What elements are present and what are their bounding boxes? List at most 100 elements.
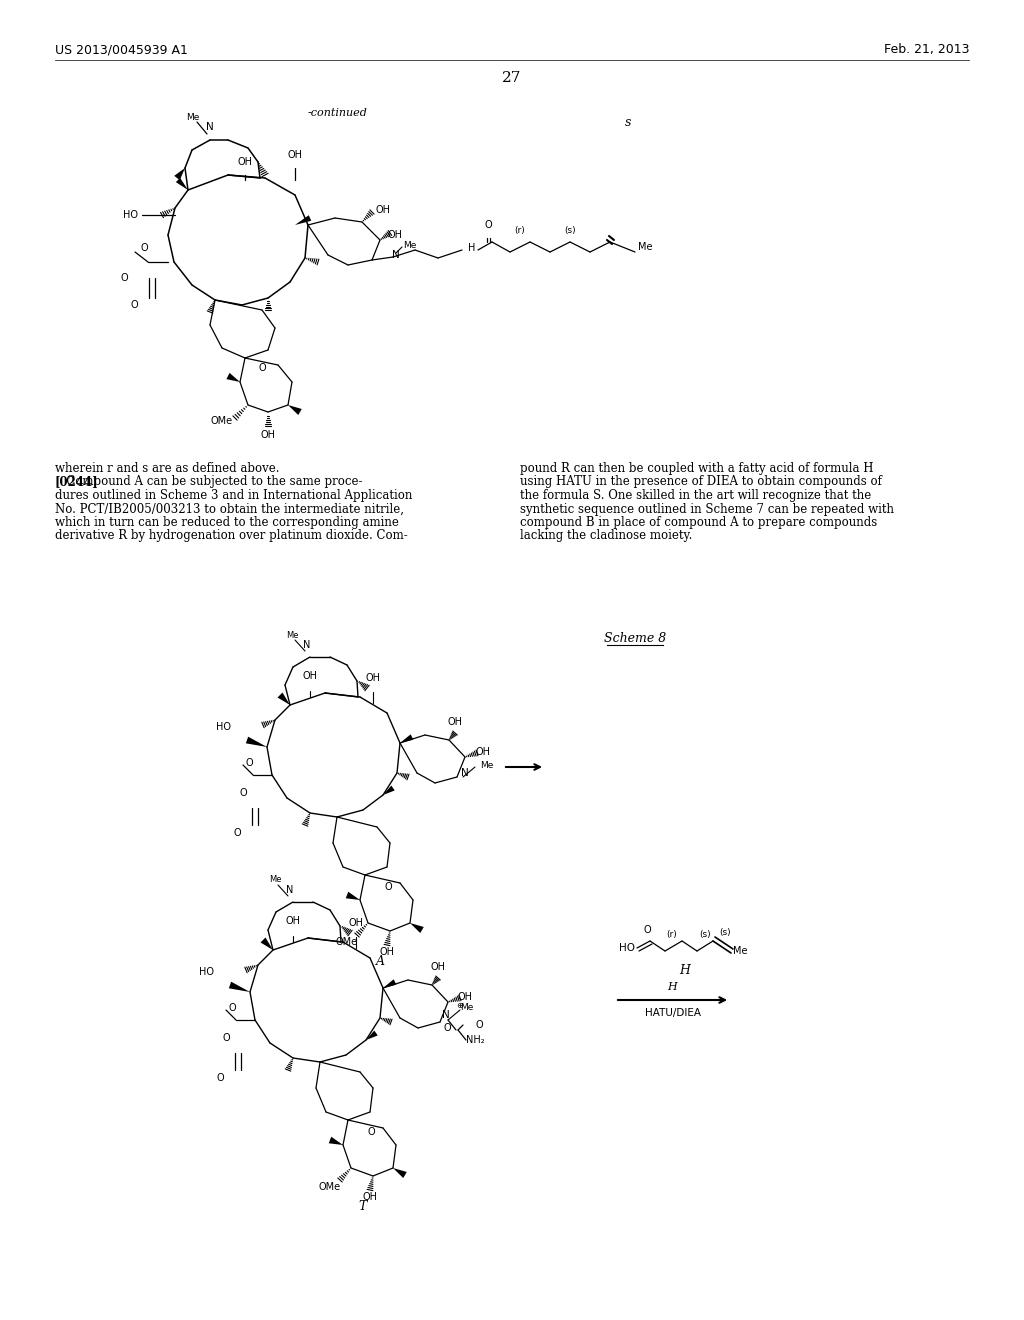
Text: using HATU in the presence of DIEA to obtain compounds of: using HATU in the presence of DIEA to ob… (520, 475, 882, 488)
Text: O: O (443, 1023, 451, 1034)
Text: Me: Me (733, 946, 748, 956)
Text: 27: 27 (503, 71, 521, 84)
Text: N: N (206, 121, 214, 132)
Text: H: H (468, 243, 475, 253)
Text: O: O (246, 758, 253, 768)
Text: A: A (376, 954, 384, 968)
Text: HO: HO (199, 968, 214, 977)
Text: OH: OH (388, 230, 403, 240)
Text: OH: OH (447, 717, 463, 727)
Polygon shape (176, 178, 188, 190)
Text: (r): (r) (515, 226, 525, 235)
Text: O: O (233, 828, 241, 838)
Text: wherein r and s are as defined above.: wherein r and s are as defined above. (55, 462, 280, 475)
Text: OH: OH (362, 1192, 378, 1203)
Polygon shape (383, 979, 396, 987)
Text: O: O (228, 1003, 236, 1012)
Text: Me: Me (638, 242, 652, 252)
Text: (s): (s) (699, 929, 711, 939)
Text: OH: OH (260, 430, 275, 440)
Text: derivative R by hydrogenation over platinum dioxide. Com-: derivative R by hydrogenation over plati… (55, 529, 408, 543)
Text: HO: HO (123, 210, 138, 220)
Text: Me: Me (268, 875, 282, 884)
Text: OH: OH (430, 962, 445, 972)
Text: [0244]: [0244] (55, 475, 98, 488)
Text: dures outlined in Scheme 3 and in International Application: dures outlined in Scheme 3 and in Intern… (55, 488, 413, 502)
Text: T: T (358, 1200, 368, 1213)
Polygon shape (366, 1031, 378, 1040)
Text: O: O (121, 273, 128, 282)
Text: Me: Me (480, 760, 494, 770)
Text: (s): (s) (564, 226, 575, 235)
Polygon shape (260, 937, 273, 950)
Text: US 2013/0045939 A1: US 2013/0045939 A1 (55, 44, 187, 57)
Text: Feb. 21, 2013: Feb. 21, 2013 (885, 44, 970, 57)
Text: No. PCT/IB2005/003213 to obtain the intermediate nitrile,: No. PCT/IB2005/003213 to obtain the inte… (55, 503, 404, 516)
Text: OH: OH (348, 917, 364, 928)
Text: OH: OH (375, 205, 390, 215)
Polygon shape (226, 372, 240, 381)
Text: Scheme 8: Scheme 8 (604, 631, 667, 644)
Text: O: O (222, 1034, 230, 1043)
Text: O: O (643, 925, 651, 935)
Text: OH: OH (302, 671, 317, 681)
Polygon shape (228, 982, 250, 993)
Text: lacking the cladinose moiety.: lacking the cladinose moiety. (520, 529, 692, 543)
Text: OH: OH (458, 993, 473, 1002)
Text: OH: OH (288, 150, 302, 160)
Polygon shape (410, 923, 424, 933)
Text: H: H (680, 964, 690, 977)
Text: OH: OH (366, 673, 381, 682)
Text: s: s (625, 116, 631, 128)
Polygon shape (288, 405, 302, 414)
Text: N: N (392, 249, 399, 260)
Text: O: O (368, 1127, 375, 1137)
Polygon shape (246, 737, 267, 747)
Text: O: O (484, 220, 492, 230)
Text: NH₂: NH₂ (466, 1035, 484, 1045)
Polygon shape (174, 168, 185, 181)
Text: OMe: OMe (318, 1181, 341, 1192)
Text: O: O (240, 788, 247, 799)
Text: O: O (216, 1073, 224, 1082)
Polygon shape (383, 785, 394, 795)
Text: the formula S. One skilled in the art will recognize that the: the formula S. One skilled in the art wi… (520, 488, 871, 502)
Text: H: H (668, 982, 677, 993)
Text: synthetic sequence outlined in Scheme 7 can be repeated with: synthetic sequence outlined in Scheme 7 … (520, 503, 894, 516)
Text: (s): (s) (719, 928, 731, 937)
Text: N: N (461, 768, 469, 777)
Text: O: O (476, 1020, 483, 1030)
Polygon shape (400, 734, 414, 743)
Text: O: O (258, 363, 266, 374)
Text: -continued: -continued (308, 108, 368, 117)
Polygon shape (295, 215, 311, 224)
Text: HO: HO (216, 722, 231, 733)
Text: compound B in place of compound A to prepare compounds: compound B in place of compound A to pre… (520, 516, 878, 529)
Text: HATU/DIEA: HATU/DIEA (644, 1008, 700, 1018)
Text: OH: OH (238, 157, 253, 168)
Text: OH: OH (475, 747, 490, 756)
Polygon shape (393, 1168, 407, 1177)
Text: OH: OH (286, 916, 300, 927)
Text: O: O (140, 243, 148, 253)
Text: Me: Me (460, 1002, 473, 1011)
Text: Me: Me (286, 631, 298, 639)
Text: which in turn can be reduced to the corresponding amine: which in turn can be reduced to the corr… (55, 516, 399, 529)
Text: Me: Me (403, 242, 417, 251)
Polygon shape (329, 1137, 343, 1144)
Text: (r): (r) (667, 929, 677, 939)
Text: ⊕: ⊕ (457, 1001, 464, 1010)
Text: N: N (287, 884, 294, 895)
Text: OMe: OMe (211, 416, 233, 426)
Text: HO: HO (618, 942, 635, 953)
Text: N: N (303, 640, 310, 649)
Text: OH: OH (380, 946, 394, 957)
Text: Compound A can be subjected to the same proce-: Compound A can be subjected to the same … (55, 475, 362, 488)
Polygon shape (278, 693, 290, 705)
Text: O: O (384, 882, 392, 892)
Text: pound R can then be coupled with a fatty acid of formula H: pound R can then be coupled with a fatty… (520, 462, 873, 475)
Text: Me: Me (186, 112, 200, 121)
Text: OMe: OMe (336, 937, 358, 946)
Polygon shape (346, 892, 360, 900)
Text: N: N (442, 1010, 450, 1020)
